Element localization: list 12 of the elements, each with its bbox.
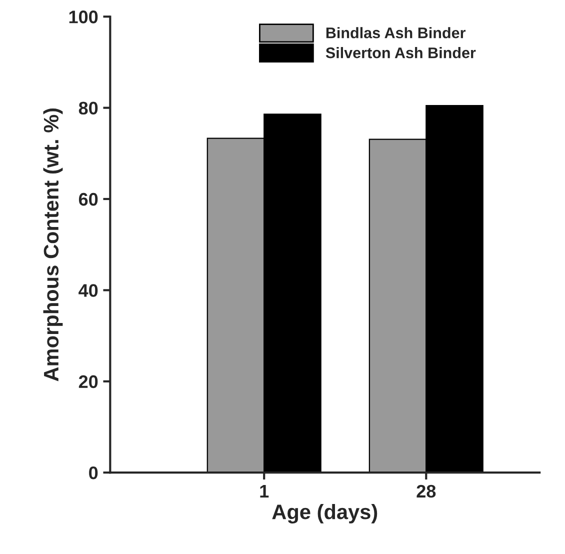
legend-label: Silverton Ash Binder (326, 47, 476, 58)
x-tick-label: 28 (416, 484, 436, 498)
y-tick-label: 20 (78, 375, 98, 388)
y-tick-label: 100 (69, 10, 98, 24)
y-tick-label: 40 (78, 284, 98, 297)
x-tick-label: 1 (260, 485, 269, 498)
y-tick-label: 80 (78, 102, 98, 115)
legend-label: Bindlas Ash Binder (326, 27, 466, 38)
y-tick-label: 0 (89, 466, 98, 480)
y-tick-label: 60 (78, 192, 98, 206)
x-axis-title: Age (days) (272, 504, 378, 524)
y-axis-title: Amorphous Content (wt. %) (43, 108, 63, 382)
